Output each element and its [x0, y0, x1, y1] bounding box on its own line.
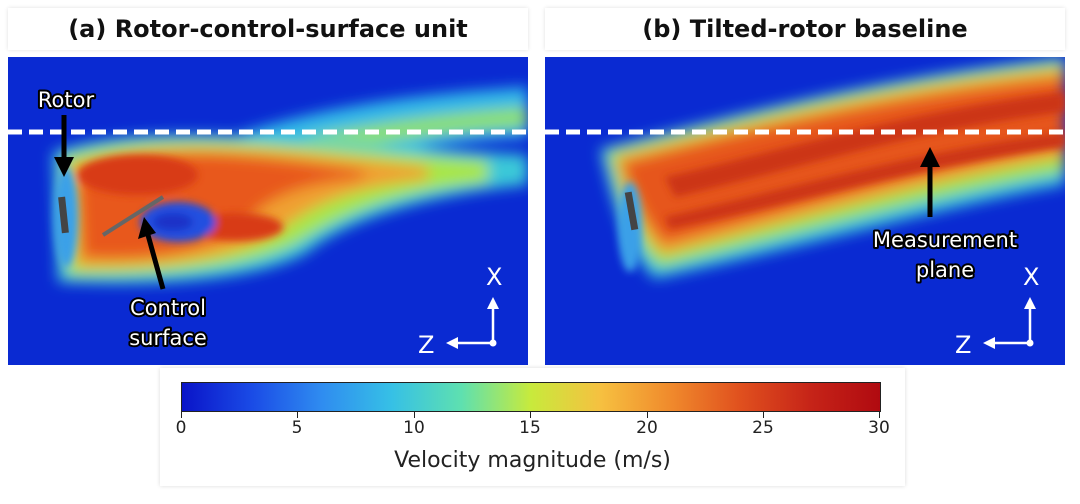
panel-b-flowfield: Measurement plane X Z	[545, 57, 1065, 365]
colorbar	[181, 382, 881, 412]
tick-30	[879, 411, 880, 418]
control-surface-label-2: surface	[129, 326, 207, 350]
axis-x-label-a: X	[486, 263, 502, 291]
tick-label: 10	[403, 418, 425, 438]
measurement-label-1: Measurement	[873, 228, 1017, 252]
tick-20	[647, 411, 648, 418]
tick-label: 15	[519, 418, 541, 438]
panel-a-title: (a) Rotor-control-surface unit	[8, 8, 528, 50]
axis-indicator-a: X Z	[418, 263, 502, 359]
axis-indicator-b: X Z	[955, 263, 1039, 359]
tick-10	[414, 411, 415, 418]
panel-a-flowfield: Rotor Control surface X Z	[8, 57, 528, 365]
tick-label: 25	[752, 418, 774, 438]
colorbar-label: Velocity magnitude (m/s)	[394, 448, 671, 473]
control-surface-label-1: Control	[130, 296, 206, 320]
tick-label: 0	[175, 418, 187, 438]
tick-label: 20	[636, 418, 658, 438]
colorbar-legend: 0 5 10 15 20 25 30 Velocity magnitude (m…	[160, 368, 905, 486]
panel-b-title: (b) Tilted-rotor baseline	[545, 8, 1065, 50]
tick-label: 30	[868, 418, 890, 438]
tick-label: 5	[291, 418, 303, 438]
tick-5	[297, 411, 298, 418]
tick-15	[530, 411, 531, 418]
measurement-label-2: plane	[916, 258, 974, 282]
tick-25	[763, 411, 764, 418]
axis-x-label-b: X	[1023, 263, 1039, 291]
rotor-label: Rotor	[38, 88, 95, 112]
axis-z-label-a: Z	[418, 331, 434, 359]
axis-z-label-b: Z	[955, 331, 971, 359]
tick-0	[181, 411, 182, 418]
